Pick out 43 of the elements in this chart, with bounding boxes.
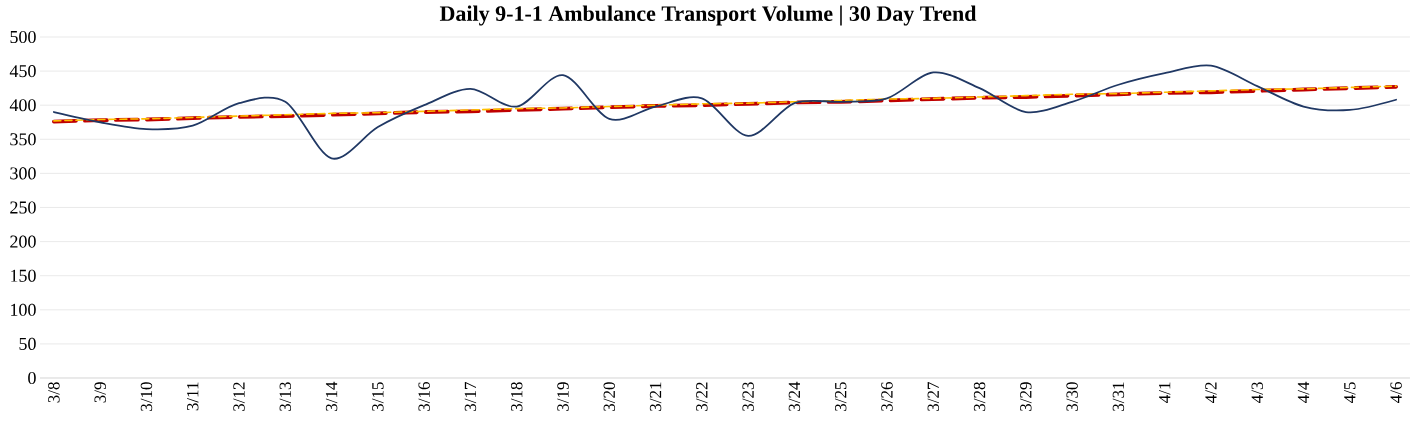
x-tick-label: 3/8 <box>48 382 60 403</box>
x-tick-label: 3/11 <box>187 382 199 411</box>
x-tick-label: 3/15 <box>372 382 384 411</box>
x-tick-label: 3/30 <box>1066 382 1078 411</box>
x-tick-label: 4/2 <box>1205 382 1217 403</box>
x-tick-label: 4/4 <box>1297 381 1310 403</box>
y-tick-label: 450 <box>9 65 36 78</box>
x-tick-label: 3/13 <box>279 382 292 411</box>
x-tick-label: 3/12 <box>233 382 245 411</box>
x-tick-label: 3/20 <box>603 382 616 411</box>
x-tick-label: 4/5 <box>1344 382 1356 403</box>
y-tick-label: 400 <box>9 99 36 112</box>
y-tick-label: 200 <box>10 235 36 248</box>
x-tick-label: 3/14 <box>325 381 338 411</box>
x-tick-label: 3/29 <box>1020 382 1032 411</box>
y-tick-label: 500 <box>10 30 36 44</box>
x-tick-label: 3/9 <box>94 382 106 403</box>
x-tick-label: 3/10 <box>140 382 153 411</box>
x-tick-label: 3/27 <box>927 382 939 411</box>
y-tick-label: 0 <box>28 371 36 385</box>
y-tick-label: 300 <box>10 167 36 180</box>
x-tick-label: 3/18 <box>510 382 523 411</box>
y-tick-label: 50 <box>19 337 36 350</box>
x-tick-label: 4/1 <box>1158 382 1171 403</box>
y-tick-label: 250 <box>10 201 36 214</box>
x-tick-label: 3/25 <box>834 382 847 411</box>
y-tick-label: 350 <box>10 133 36 146</box>
x-tick-label: 3/23 <box>742 382 754 411</box>
x-tick-label: 3/19 <box>557 382 569 411</box>
line-series <box>52 64 1398 160</box>
x-tick-label: 3/28 <box>973 382 986 411</box>
x-tick-label: 3/31 <box>1112 382 1125 411</box>
x-tick-label: 3/24 <box>788 381 801 411</box>
y-tick-label: 100 <box>11 303 36 316</box>
x-tick-label: 3/16 <box>418 382 430 411</box>
x-tick-label: 4/6 <box>1390 382 1402 403</box>
x-tick-label: 4/3 <box>1251 382 1263 403</box>
x-tick-label: 3/26 <box>881 382 893 411</box>
chart-title: Daily 9-1-1 Ambulance Transport Volume | 30 Day Trend <box>439 5 977 26</box>
x-tick-label: 3/22 <box>696 382 708 411</box>
y-tick-label: 150 <box>11 269 36 282</box>
x-tick-label: 3/17 <box>464 382 477 411</box>
x-tick-label: 3/21 <box>649 382 662 411</box>
